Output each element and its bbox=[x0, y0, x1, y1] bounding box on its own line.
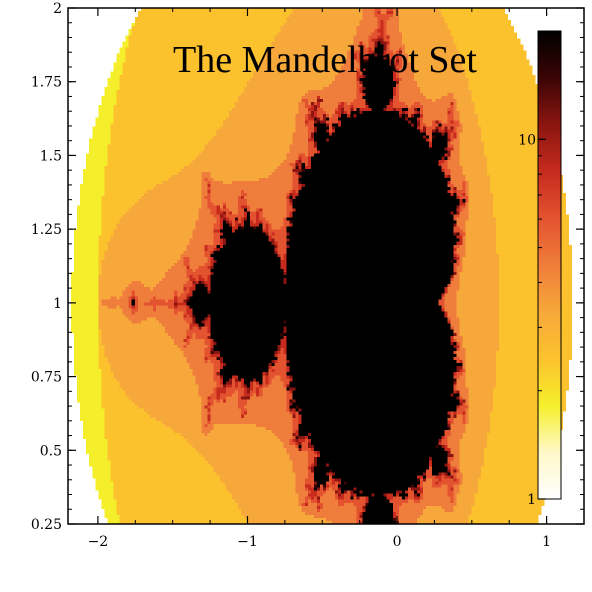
colorbar-tick-label: 10 bbox=[518, 132, 536, 148]
x-tick-label: −2 bbox=[88, 534, 109, 550]
x-tick-label: −1 bbox=[237, 534, 258, 550]
chart-title: The Mandelbrot Set bbox=[173, 39, 477, 81]
colorbar-tick-label: 1 bbox=[527, 492, 536, 508]
plot-area bbox=[68, 8, 584, 524]
colorbar-gradient bbox=[538, 31, 561, 499]
mandelbrot-heatmap bbox=[68, 8, 584, 524]
y-tick-label: 1.75 bbox=[31, 75, 62, 91]
y-tick-label: 0.5 bbox=[40, 443, 62, 459]
y-tick-label: 1.25 bbox=[31, 222, 62, 238]
x-tick-label: 1 bbox=[542, 534, 551, 550]
y-tick-label: 2 bbox=[53, 1, 62, 17]
y-tick-label: 1 bbox=[53, 296, 62, 312]
x-tick-label: 0 bbox=[393, 534, 402, 550]
y-tick-label: 0.25 bbox=[31, 517, 62, 533]
y-tick-label: 1.5 bbox=[40, 148, 62, 164]
y-tick-label: 0.75 bbox=[31, 370, 62, 386]
